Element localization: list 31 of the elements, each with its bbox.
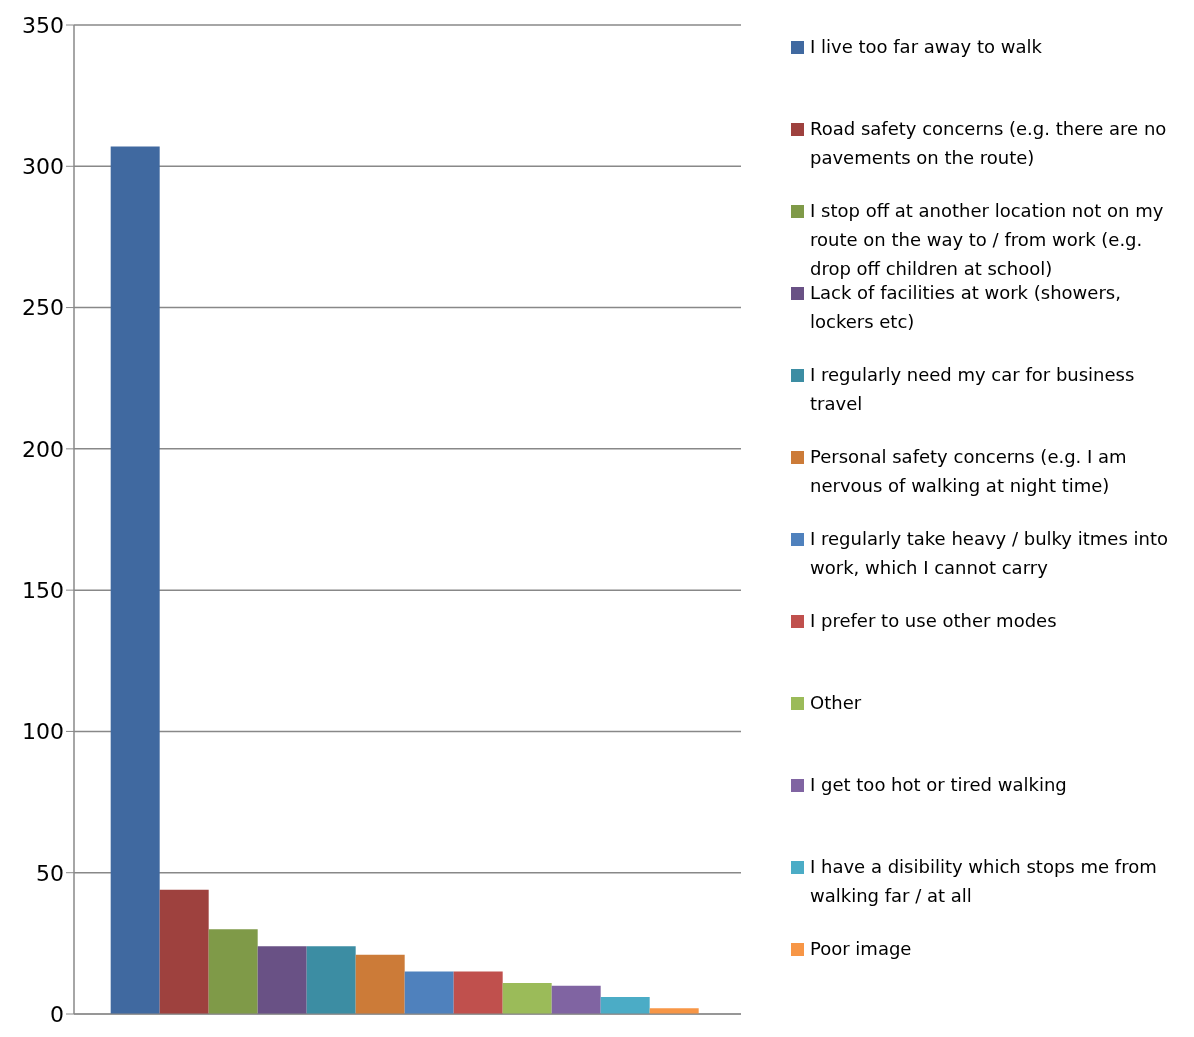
- bar: [600, 997, 650, 1014]
- legend-label: I regularly need my car for business travel: [810, 363, 1136, 416]
- legend-label: I stop off at another location not on my route on the way to / from work (e.g. drop off children at school): [810, 199, 1165, 281]
- bar: [110, 146, 160, 1014]
- bar: [453, 971, 503, 1014]
- bar: [208, 929, 258, 1014]
- bar: [404, 971, 454, 1014]
- y-tick-label: 100: [22, 719, 64, 745]
- bar: [159, 889, 209, 1014]
- legend-label: I have a disibility which stops me from walking far / at all: [810, 855, 1158, 908]
- legend-label: I get too hot or tired walking: [810, 773, 1067, 797]
- legend-label: Road safety concerns (e.g. there are no pavements on the route): [810, 117, 1168, 170]
- legend-label: Poor image: [810, 937, 912, 961]
- bar: [355, 954, 405, 1014]
- legend-label: I prefer to use other modes: [810, 609, 1057, 633]
- y-tick-label: 350: [22, 12, 64, 38]
- y-tick-label: 250: [22, 295, 64, 321]
- y-tick-label: 150: [22, 577, 64, 603]
- y-tick-label: 0: [50, 1001, 64, 1027]
- legend-label: I live too far away to walk: [810, 35, 1042, 59]
- bar: [551, 985, 601, 1014]
- y-tick-label: 300: [22, 154, 64, 180]
- bar: [502, 982, 552, 1014]
- y-tick-label: 50: [36, 860, 64, 886]
- legend-label: I regularly take heavy / bulky itmes into work, which I cannot carry: [810, 527, 1169, 580]
- bar: [257, 946, 307, 1014]
- bar: [306, 946, 356, 1014]
- y-tick-label: 200: [22, 436, 64, 462]
- legend-label: Personal safety concerns (e.g. I am nervous of walking at night time): [810, 445, 1128, 498]
- legend-label: Other: [810, 691, 862, 715]
- legend-label: Lack of facilities at work (showers, lockers etc): [810, 281, 1122, 334]
